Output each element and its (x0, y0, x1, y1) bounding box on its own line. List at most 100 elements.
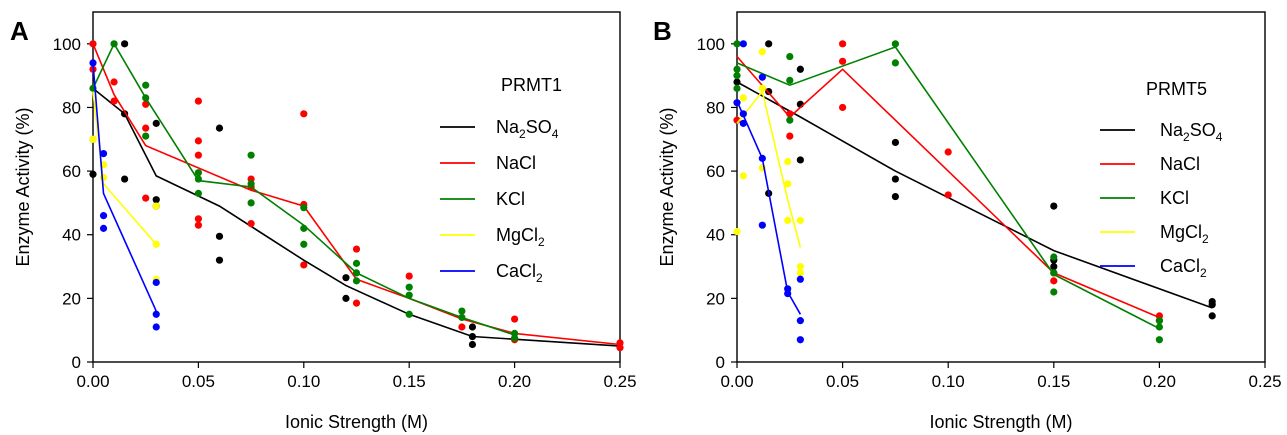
data-point (1155, 323, 1163, 331)
data-point (839, 40, 847, 48)
data-point (142, 81, 150, 89)
data-point (891, 192, 900, 201)
data-point (1050, 288, 1058, 296)
y-tick-label: 40 (62, 226, 81, 245)
data-point (300, 204, 308, 212)
data-point (215, 124, 224, 132)
data-point (458, 307, 466, 315)
x-tick-label: 0.10 (932, 372, 965, 391)
panel-letter: A (10, 16, 29, 46)
x-tick-label: 0.05 (182, 372, 215, 391)
data-point (1050, 253, 1058, 261)
data-point (342, 294, 350, 302)
series-kcl (89, 40, 519, 342)
legend-label: Na2SO4 (496, 117, 559, 141)
y-tick-label: 80 (62, 98, 81, 117)
legend-label: NaCl (496, 153, 536, 173)
x-tick-label: 0.00 (720, 372, 753, 391)
data-point (300, 240, 308, 248)
data-point (796, 336, 804, 344)
x-tick-label: 0.10 (287, 372, 320, 391)
data-point (1155, 317, 1163, 325)
series-line (92, 87, 621, 347)
data-point (194, 169, 202, 177)
data-point (152, 202, 160, 210)
x-tick-label: 0.15 (393, 372, 426, 391)
data-point (110, 40, 118, 48)
data-point (796, 262, 804, 271)
data-point (152, 323, 160, 331)
series-line (736, 55, 1160, 319)
data-point (733, 84, 741, 92)
data-point (944, 148, 952, 156)
data-point (99, 173, 108, 182)
data-point (194, 151, 202, 159)
series-na2so4 (733, 40, 1216, 320)
data-point (786, 110, 794, 118)
data-point (99, 212, 108, 220)
data-point (89, 170, 97, 178)
data-point (944, 191, 952, 199)
data-point (784, 180, 792, 188)
data-point (758, 84, 766, 92)
data-point (1208, 301, 1216, 309)
x-tick-label: 0.05 (826, 372, 859, 391)
y-tick-label: 20 (62, 289, 81, 308)
data-point (152, 278, 160, 287)
data-point (786, 132, 794, 140)
data-point (758, 73, 766, 81)
data-point (352, 245, 361, 253)
data-point (1050, 262, 1058, 271)
data-point (733, 65, 741, 73)
chart-panel-a: 0.00 0.05 0.10 0.15 0.20 0.25 0 20 40 60 80 100 Ioni… (10, 11, 637, 432)
data-point (194, 189, 202, 197)
data-point (194, 97, 202, 105)
data-point (352, 269, 361, 277)
data-point (142, 194, 150, 202)
legend-label: KCl (1160, 188, 1189, 208)
data-point (765, 40, 773, 48)
legend-label: CaCl2 (1160, 256, 1207, 280)
data-point (733, 227, 741, 236)
data-point (247, 219, 255, 228)
data-point (733, 78, 741, 86)
data-point (247, 199, 255, 207)
panel-title: PRMT5 (1146, 79, 1207, 99)
data-point (786, 116, 794, 124)
data-point (152, 310, 160, 318)
series-cacl2 (89, 59, 160, 331)
data-point (215, 232, 224, 240)
data-point (142, 132, 150, 140)
data-point (739, 172, 747, 180)
data-point (891, 138, 900, 147)
data-point (733, 72, 741, 80)
data-point (510, 315, 519, 323)
series-line (92, 42, 515, 336)
data-point (796, 65, 804, 73)
data-point (796, 269, 804, 277)
y-tick-label: 60 (706, 162, 725, 181)
series-line (92, 62, 157, 312)
data-point (152, 119, 160, 127)
y-tick-label: 20 (706, 289, 725, 308)
data-point (796, 216, 804, 225)
x-tick-label: 0.25 (603, 372, 636, 391)
x-tick-label: 0.00 (76, 372, 109, 391)
data-point (152, 196, 160, 204)
data-point (99, 224, 108, 232)
data-point (784, 289, 792, 298)
data-point (110, 78, 118, 86)
data-point (468, 332, 477, 341)
data-point (739, 119, 747, 127)
data-point (110, 97, 118, 105)
data-point (89, 40, 97, 48)
data-point (839, 57, 847, 65)
data-point (215, 256, 224, 264)
data-point (1050, 269, 1058, 277)
legend-label: MgCl2 (1160, 222, 1209, 246)
x-tick-label: 0.25 (1248, 372, 1281, 391)
series-mgcl2 (89, 91, 160, 283)
series-line (736, 46, 1160, 330)
data-point (468, 340, 477, 349)
data-point (786, 76, 794, 85)
